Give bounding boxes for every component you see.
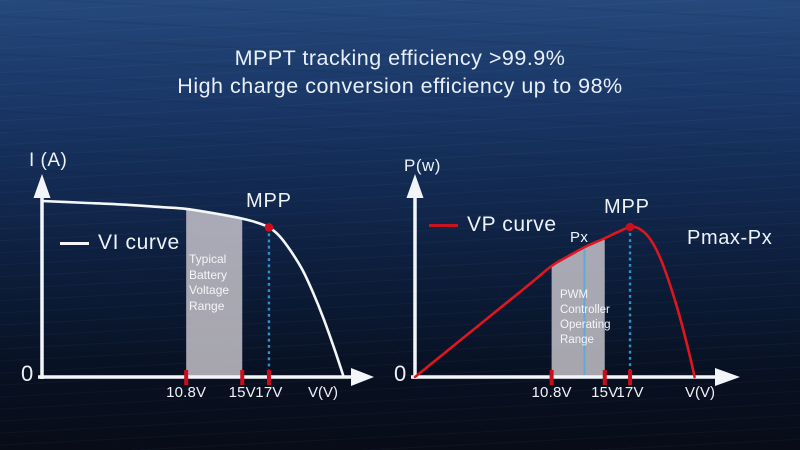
vp-x-axis-label: V(V): [685, 384, 715, 401]
vi-chart-mpp-point: [264, 223, 274, 232]
vi-origin-label: 0: [21, 361, 34, 386]
title-line-2: High charge conversion efficiency up to …: [177, 74, 623, 98]
vi-chart-tick-label: 17V: [255, 384, 283, 401]
vi-legend-line-swatch: [60, 241, 89, 245]
title-line-1: MPPT tracking efficiency >99.9%: [234, 46, 566, 70]
vp-chart-y-arrow-icon: [406, 174, 424, 198]
vp-band-caption: PWM Controller Operating Range: [560, 288, 611, 348]
slide-title: MPPT tracking efficiency >99.9% High cha…: [0, 44, 800, 100]
vp-chart-tick: [549, 370, 554, 385]
vp-band-caption-line: PWM: [560, 289, 589, 301]
vi-x-axis-label: V(V): [308, 384, 338, 401]
vp-origin-label: 0: [394, 361, 407, 386]
vi-band-caption-line: Voltage: [189, 283, 230, 297]
vi-legend: VI curve: [60, 231, 180, 255]
vp-chart-tick-label: 10.8V: [531, 384, 572, 401]
vp-px-annotation: Px: [570, 229, 589, 246]
vp-chart-curve: [413, 225, 696, 379]
vp-chart-x-arrow-icon: [715, 368, 740, 386]
vi-band-caption-line: Battery: [189, 267, 228, 282]
vp-band-caption-line: Controller: [560, 304, 610, 316]
vp-legend-label: VP curve: [467, 213, 557, 236]
vi-mpp-annotation: MPP: [246, 190, 292, 212]
vi-chart-tick: [266, 370, 271, 385]
vi-band-caption: Typical Battery Voltage Range: [189, 252, 229, 314]
vp-chart-tick-label: 15V: [591, 384, 619, 401]
vp-chart-tick: [602, 370, 607, 385]
vi-band-caption-line: Typical: [189, 252, 227, 266]
vi-chart-curve: [40, 199, 346, 379]
vp-y-axis-label: P(w): [404, 156, 441, 175]
vp-band-caption-line: Range: [560, 334, 594, 346]
vi-band-caption-line: Range: [189, 298, 225, 313]
vi-chart-tick: [240, 370, 245, 385]
vi-y-axis-label: I (A): [29, 150, 68, 171]
vi-chart-tick-label: 15V: [228, 384, 256, 401]
vi-chart-x-arrow-icon: [351, 368, 374, 386]
vp-chart-tick-label: 17V: [616, 384, 644, 401]
vi-chart-y-arrow-icon: [33, 174, 51, 198]
vi-chart-range-band: [186, 208, 243, 377]
vp-pmax-annotation: Pmax-Px: [687, 227, 773, 249]
vp-chart-mpp-point: [625, 222, 635, 232]
vp-legend-line-swatch: [429, 223, 458, 227]
vi-chart-tick-label: 10.8V: [166, 384, 207, 401]
vp-band-caption-line: Operating: [560, 319, 611, 331]
vp-chart-range-band: [551, 238, 605, 377]
vi-chart-tick: [184, 370, 189, 385]
vp-legend: VP curve: [429, 213, 557, 237]
vi-legend-label: VI curve: [98, 231, 180, 254]
vp-mpp-annotation: MPP: [604, 196, 650, 218]
vp-chart-tick: [628, 370, 633, 385]
